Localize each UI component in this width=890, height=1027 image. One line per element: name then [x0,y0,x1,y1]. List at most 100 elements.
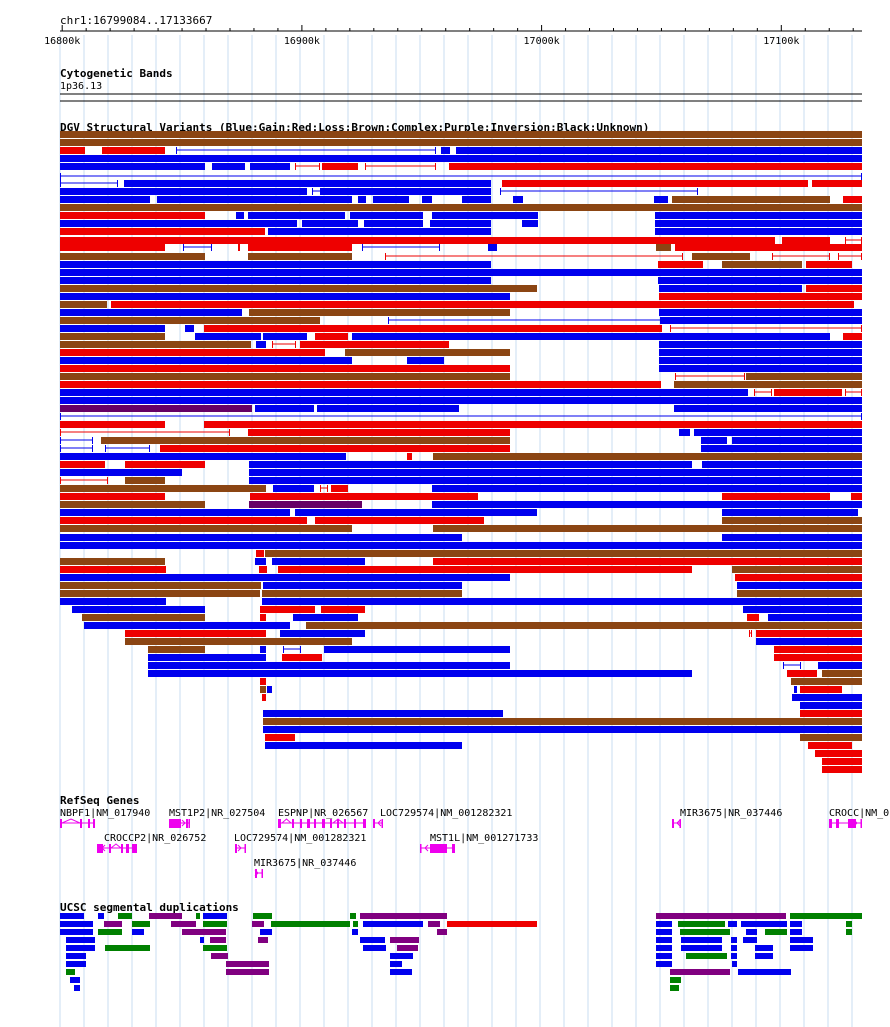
refseq-genes[interactable]: NBPF1|NM_017940 MST1P2|NR_027504 ESPNP|N… [60,808,889,878]
gene-strand-arrow [101,844,106,852]
sv-feature [265,742,462,749]
segdup-feature [656,961,672,967]
segdup-feature [66,953,86,959]
sv-feature [82,614,205,621]
sv-feature [263,718,862,725]
sv-feature-end [675,373,676,380]
segdup-feature [670,985,679,991]
gene-exon [88,819,90,828]
sv-feature [160,445,510,452]
region-label: chr1:16799084..17133667 [60,14,212,27]
gene-label[interactable]: MIR3675|NR_037446 [680,808,782,819]
sv-feature-end [861,413,862,420]
segdup-features[interactable] [60,913,862,991]
sv-feature [60,485,266,492]
sv-feature-end [754,389,755,396]
sv-feature-end [92,437,93,444]
sv-feature-end [176,147,177,154]
gene-end [60,819,62,828]
segdup-feature [363,921,423,927]
sv-feature [260,606,315,613]
gene-exon [836,819,839,828]
sv-feature [732,566,862,573]
sv-feature [701,437,727,444]
gene-label[interactable]: ESPNP|NR_026567 [278,808,368,819]
sv-feature-end [107,477,108,484]
sv-feature [60,461,105,468]
gene-label[interactable]: CROCCP2|NR_026752 [104,833,206,844]
sv-feature-end [105,445,106,452]
gene-end [381,819,383,828]
gene-label[interactable]: LOC729574|NM_001282321 [380,808,512,819]
sv-feature [656,244,671,251]
sv-feature-end [327,485,328,492]
gene-exon [330,819,332,828]
sv-feature [255,558,266,565]
sv-feature-end [845,237,846,244]
segdup-feature [60,929,93,935]
sv-feature [60,301,107,308]
gene-label[interactable]: MST1P2|NR_027504 [169,808,265,819]
gene-end [829,819,831,828]
sv-feature [364,220,423,227]
segdup-feature [253,913,272,919]
segdup-feature [203,921,227,927]
sv-feature-end [60,429,61,436]
sv-feature-end [295,341,296,348]
gene-label[interactable]: NBPF1|NM_017940 [60,808,150,819]
sv-feature-end [800,662,801,669]
sv-feature-end [211,244,212,251]
segdup-feature [765,929,787,935]
segdup-feature [686,953,727,959]
segdup-feature [66,969,75,975]
segdup-feature [447,921,537,927]
sv-feature [60,341,251,348]
sv-feature [522,220,538,227]
sv-feature-end [682,253,683,260]
segdup-feature [171,921,196,927]
segdup-feature [98,913,104,919]
gene-label[interactable]: CROCC|NM_0 [829,808,889,819]
sv-feature [737,590,862,597]
sv-feature [722,261,802,268]
sv-feature [148,654,266,661]
sv-feature-end [362,244,363,251]
sv-feature [60,493,165,500]
segdup-feature [210,937,226,943]
gene-end [261,869,263,878]
sv-feature [851,493,862,500]
gene-end [373,819,375,828]
sv-feature [722,493,830,500]
sv-feature [488,244,497,251]
sv-feature [800,734,862,741]
sv-feature [267,686,272,693]
sv-feature-end [838,253,839,260]
sv-feature [60,253,205,260]
gene-exon [97,844,103,853]
gene-label[interactable]: MST1L|NM_001271733 [430,833,538,844]
sv-feature [822,758,862,765]
sv-feature-end [744,373,745,380]
sv-feature [249,461,692,468]
sv-feature [262,694,266,701]
ruler-tick-label: 17100k [763,36,799,47]
sv-feature [659,365,862,372]
dgv-features[interactable] [60,131,862,773]
segdup-feature [60,921,93,927]
gene-end [97,844,99,853]
segdup-feature [203,945,227,951]
sv-feature [60,469,182,476]
position-ruler[interactable]: 16800k 16900k 17000k 17100k [44,25,862,47]
dgv-track-title: DGV Structural Variants (Blue:Gain;Red:L… [60,121,649,134]
sv-feature [60,244,165,251]
sv-feature-end [845,389,846,396]
sv-feature [806,261,852,268]
gene-label[interactable]: LOC729574|NM_001282321 [234,833,366,844]
sv-feature [260,686,266,693]
sv-feature [800,686,842,693]
gene-label[interactable]: MIR3675|NR_037446 [254,858,356,869]
segdup-feature [252,921,264,927]
sv-feature [407,357,444,364]
segdup-feature [656,953,672,959]
segdup-feature [678,921,725,927]
